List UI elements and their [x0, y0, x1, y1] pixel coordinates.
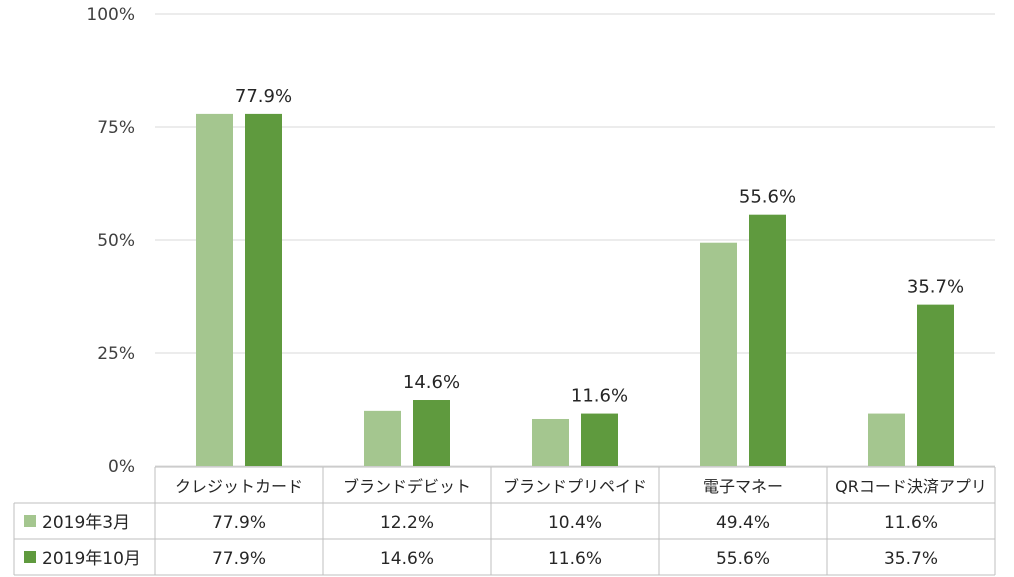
bar-labels: 77.9% 14.6% 11.6% 55.6% 35.7% [235, 86, 964, 407]
y-tick-label: 50% [97, 231, 135, 251]
table-cell: 35.7% [884, 549, 938, 569]
category-label: クレジットカード [175, 477, 303, 496]
legend-label: 2019年10月 [42, 549, 141, 569]
y-tick-label: 0% [108, 457, 135, 477]
bar-data-label: 11.6% [571, 386, 628, 407]
grid-lines [155, 13, 995, 467]
y-axis-ticks: 0% 25% 50% 75% 100% [86, 5, 135, 477]
table-cell: 77.9% [212, 513, 266, 533]
bar-march [532, 418, 569, 466]
table-cell: 77.9% [212, 549, 266, 569]
category-label: ブランドプリペイド [503, 477, 647, 496]
table-cell: 55.6% [716, 549, 770, 569]
legend-swatch [24, 551, 36, 563]
bar-october [917, 304, 954, 466]
bar-data-label: 35.7% [907, 277, 964, 298]
table-cell: 14.6% [380, 549, 434, 569]
table-cell: 11.6% [548, 549, 602, 569]
table-cell: 12.2% [380, 513, 434, 533]
bar-october [245, 113, 282, 466]
table-cell: 11.6% [884, 513, 938, 533]
table-cell: 49.4% [716, 513, 770, 533]
category-label: ブランドデビット [343, 477, 471, 496]
category-label: QRコード決済アプリ [835, 477, 987, 496]
bar-march [700, 242, 737, 466]
bar-data-label: 77.9% [235, 86, 292, 107]
data-table: クレジットカード ブランドデビット ブランドプリペイド 電子マネー QRコード決済アプリ… [13, 466, 996, 576]
bars [196, 113, 954, 466]
y-tick-label: 25% [97, 344, 135, 364]
y-tick-label: 100% [86, 5, 135, 25]
category-label: 電子マネー [703, 477, 783, 496]
bar-march [868, 413, 905, 466]
legend-label: 2019年3月 [42, 513, 130, 533]
bar-march [364, 410, 401, 466]
y-tick-label: 75% [97, 118, 135, 138]
table-cell: 10.4% [548, 513, 602, 533]
bar-october [413, 400, 450, 466]
legend-swatch [24, 515, 36, 527]
bar-data-label: 14.6% [403, 372, 460, 393]
bar-data-label: 55.6% [739, 187, 796, 208]
bar-october [581, 413, 618, 466]
bar-october [749, 214, 786, 466]
bar-march [196, 113, 233, 466]
